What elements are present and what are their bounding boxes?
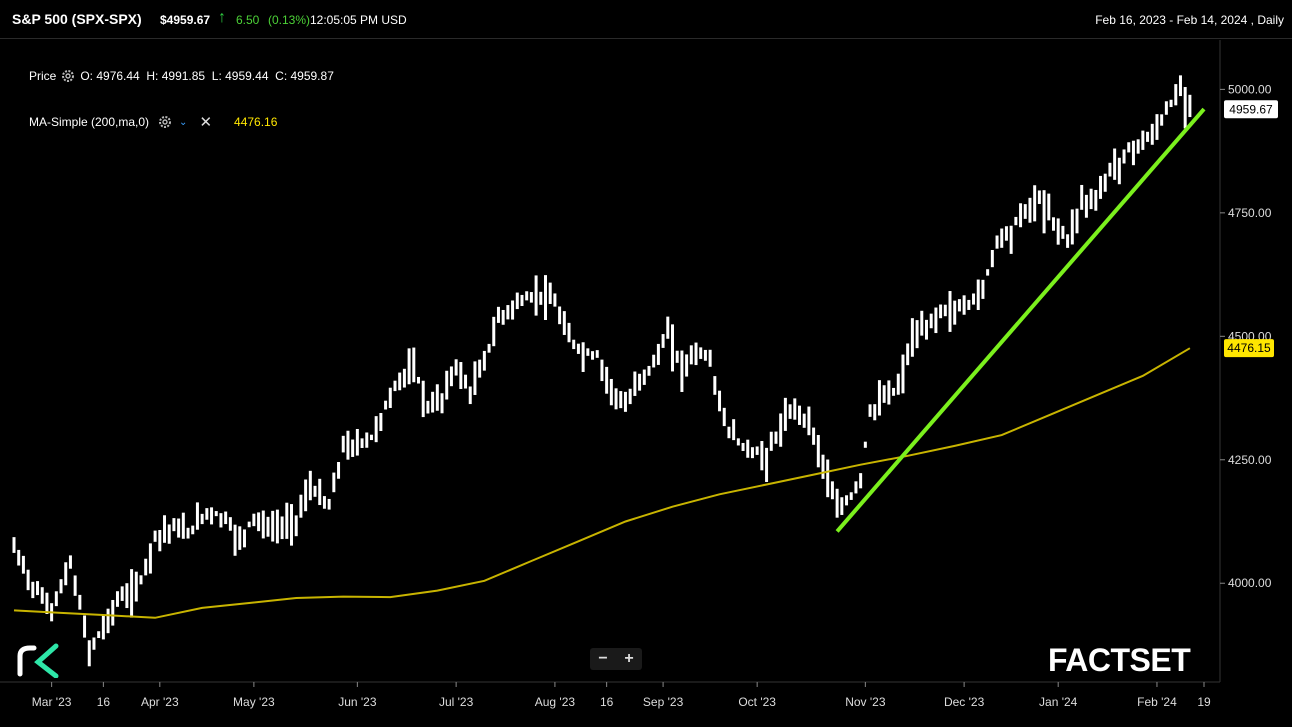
moving-average-line xyxy=(13,347,1191,619)
x-tick-label: 16 xyxy=(97,695,111,709)
x-tick-label: Mar '23 xyxy=(32,695,72,709)
ma-value-badge xyxy=(1224,339,1274,358)
factset-logo: FACTSET xyxy=(1048,642,1191,678)
ma-legend-label: MA-Simple (200,ma,0) xyxy=(29,115,150,129)
current-price-label: 4959.67 xyxy=(1229,102,1273,116)
ma-legend: MA-Simple (200,ma,0) ⌄ ✕ 4476.16 xyxy=(29,113,277,131)
overlay-lines xyxy=(13,107,1206,619)
x-tick-label: Oct '23 xyxy=(738,695,776,709)
y-tick-label: 4750.00 xyxy=(1228,206,1272,220)
x-tick-label: Nov '23 xyxy=(845,695,886,709)
x-tick-label: Jun '23 xyxy=(338,695,377,709)
ohlc-values: O: 4976.44 H: 4991.85 L: 4959.44 C: 4959… xyxy=(80,69,334,83)
x-tick-label: Dec '23 xyxy=(944,695,985,709)
x-tick-label: Feb '24 xyxy=(1137,695,1177,709)
zoom-in-button[interactable]: + xyxy=(624,650,634,667)
ma-value-label: 4476.15 xyxy=(1227,341,1271,355)
price-legend-label: Price xyxy=(29,69,57,83)
price-bars xyxy=(12,75,1192,667)
price-labels: 4959.67 4476.15 xyxy=(1224,100,1278,358)
y-tick-label: 4250.00 xyxy=(1228,453,1272,467)
x-tick-label: May '23 xyxy=(233,695,275,709)
ma-legend-value: 4476.16 xyxy=(234,115,278,129)
price-legend: Price O: 4976.44 H: 4991.85 L: 4959.44 C… xyxy=(29,68,334,84)
quote-time: 12:05:05 PM USD xyxy=(310,13,407,27)
chart-header: S&P 500 (SPX-SPX) $4959.67 ↑ 6.50 (0.13%… xyxy=(0,0,1292,39)
y-tick-label: 4000.00 xyxy=(1228,576,1272,590)
x-tick-label: Aug '23 xyxy=(535,695,576,709)
x-tick-label: 16 xyxy=(600,695,614,709)
y-tick-label: 5000.00 xyxy=(1228,82,1272,96)
x-tick-label: Apr '23 xyxy=(141,695,179,709)
gear-icon[interactable] xyxy=(157,114,173,130)
chevron-down-icon[interactable]: ⌄ xyxy=(179,116,188,128)
last-price: $4959.67 xyxy=(160,13,211,27)
price-change: 6.50 xyxy=(236,13,260,27)
x-tick-label: Jan '24 xyxy=(1039,695,1078,709)
x-tick-label: 19 xyxy=(1197,695,1211,709)
current-price-badge xyxy=(1224,100,1278,119)
rk-logo xyxy=(16,642,60,683)
gear-icon[interactable] xyxy=(60,68,76,84)
trendline xyxy=(835,107,1206,533)
close-icon[interactable]: ✕ xyxy=(199,114,213,131)
symbol-title[interactable]: S&P 500 (SPX-SPX) xyxy=(12,11,142,27)
date-range[interactable]: Feb 16, 2023 - Feb 14, 2024 , Daily xyxy=(1095,13,1284,27)
up-arrow-icon: ↑ xyxy=(218,9,226,26)
x-tick-label: Sep '23 xyxy=(643,695,684,709)
x-axis: Mar '23 16 Apr '23 May '23 Jun '23 Jul '23 Aug… xyxy=(32,682,1211,709)
zoom-control: − + xyxy=(590,648,642,670)
price-change-percent: (0.13%) xyxy=(268,13,311,27)
x-tick-label: Jul '23 xyxy=(439,695,474,709)
zoom-out-button[interactable]: − xyxy=(598,650,608,667)
